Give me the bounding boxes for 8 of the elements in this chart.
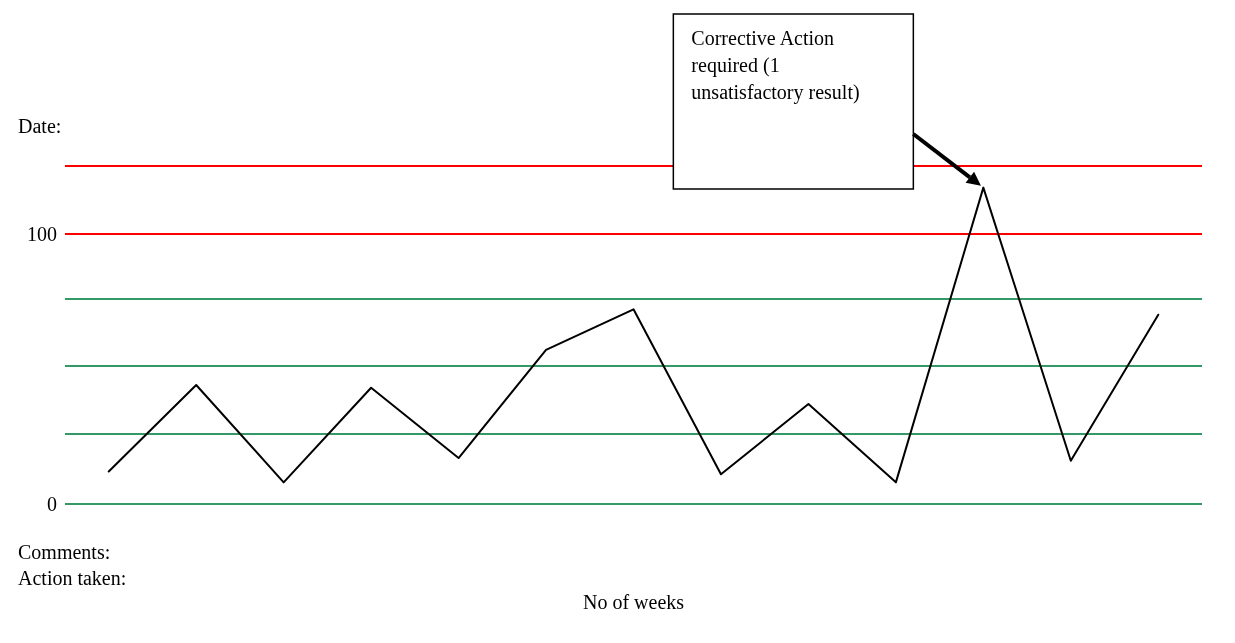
text: Action taken:: [18, 567, 127, 589]
x-axis-title: No of weeks: [582, 591, 685, 613]
text: Comments:: [18, 541, 111, 563]
text: Date:: [18, 115, 62, 137]
line-series: [107, 186, 1160, 484]
y-tick-label: 0: [47, 493, 57, 515]
y-tick-label: 100: [27, 222, 57, 245]
text: Corrective Action required (1 unsatisfactory result): [691, 26, 860, 104]
